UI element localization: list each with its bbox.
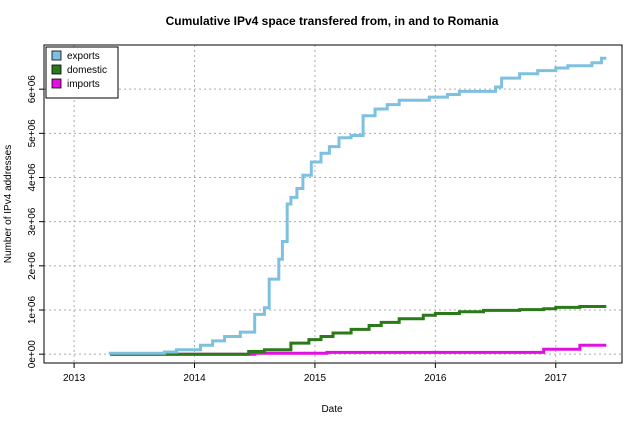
chart-title: Cumulative IPv4 space transfered from, i… bbox=[166, 14, 499, 28]
y-axis-label: Number of IPv4 addresses bbox=[3, 145, 14, 263]
series-line-exports bbox=[108, 56, 607, 355]
series-line-imports bbox=[110, 343, 607, 356]
x-axis-label: Date bbox=[321, 404, 343, 415]
x-tick-label: 2016 bbox=[424, 373, 447, 384]
x-tick-label: 2017 bbox=[545, 373, 568, 384]
legend-label-imports: imports bbox=[67, 79, 100, 90]
y-tick-label: 1e+06 bbox=[27, 296, 38, 325]
legend-swatch-imports bbox=[51, 78, 62, 89]
plot-frame bbox=[43, 44, 623, 364]
y-axis: 0e+00 1e+06 2e+06 3e+06 4e+06 5e+06 6e+06 bbox=[27, 75, 44, 369]
legend-label-exports: exports bbox=[67, 51, 100, 62]
y-tick-label: 4e+06 bbox=[27, 163, 38, 192]
series-line-domestic bbox=[110, 305, 607, 356]
x-tick-label: 2014 bbox=[183, 373, 206, 384]
legend-label-domestic: domestic bbox=[67, 65, 107, 76]
grid-lines bbox=[44, 45, 622, 363]
y-tick-label: 3e+06 bbox=[27, 207, 38, 236]
y-tick-label: 5e+06 bbox=[27, 119, 38, 148]
y-tick-label: 0e+00 bbox=[27, 340, 38, 369]
legend-swatch-domestic bbox=[51, 64, 62, 75]
y-tick-label: 6e+06 bbox=[27, 75, 38, 104]
y-tick-label: 2e+06 bbox=[27, 251, 38, 280]
legend: exports domestic imports bbox=[45, 46, 119, 99]
x-tick-label: 2015 bbox=[304, 373, 327, 384]
x-tick-label: 2013 bbox=[63, 373, 86, 384]
x-axis: 2013 2014 2015 2016 2017 bbox=[63, 363, 567, 384]
legend-swatch-exports bbox=[51, 50, 62, 61]
series-group bbox=[108, 56, 607, 356]
